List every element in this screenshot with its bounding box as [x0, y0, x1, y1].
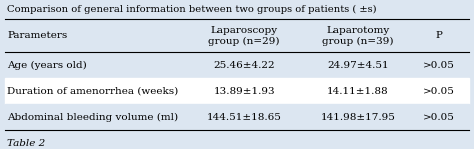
Text: Comparison of general information between two groups of patients ( ±s): Comparison of general information betwee… — [7, 5, 377, 14]
Bar — [5, 104, 469, 130]
Text: Table 2: Table 2 — [7, 139, 46, 148]
Text: 25.46±4.22: 25.46±4.22 — [213, 61, 275, 70]
Bar — [5, 19, 469, 52]
Text: >0.05: >0.05 — [422, 113, 455, 122]
Text: 13.89±1.93: 13.89±1.93 — [213, 87, 275, 96]
Bar — [5, 78, 469, 104]
Text: >0.05: >0.05 — [422, 87, 455, 96]
Text: Parameters: Parameters — [7, 31, 67, 40]
Text: 24.97±4.51: 24.97±4.51 — [327, 61, 389, 70]
Text: 141.98±17.95: 141.98±17.95 — [320, 113, 395, 122]
Text: Laparoscopy
group (n=29): Laparoscopy group (n=29) — [209, 26, 280, 46]
Text: Age (years old): Age (years old) — [7, 61, 87, 70]
Text: Duration of amenorrhea (weeks): Duration of amenorrhea (weeks) — [7, 87, 178, 96]
Text: P: P — [435, 31, 442, 40]
Text: 14.11±1.88: 14.11±1.88 — [327, 87, 389, 96]
Bar — [5, 52, 469, 78]
Bar — [5, 0, 469, 19]
Text: Laparotomy
group (n=39): Laparotomy group (n=39) — [322, 26, 393, 46]
Text: 144.51±18.65: 144.51±18.65 — [207, 113, 282, 122]
Text: >0.05: >0.05 — [422, 61, 455, 70]
Text: Abdominal bleeding volume (ml): Abdominal bleeding volume (ml) — [7, 113, 178, 122]
